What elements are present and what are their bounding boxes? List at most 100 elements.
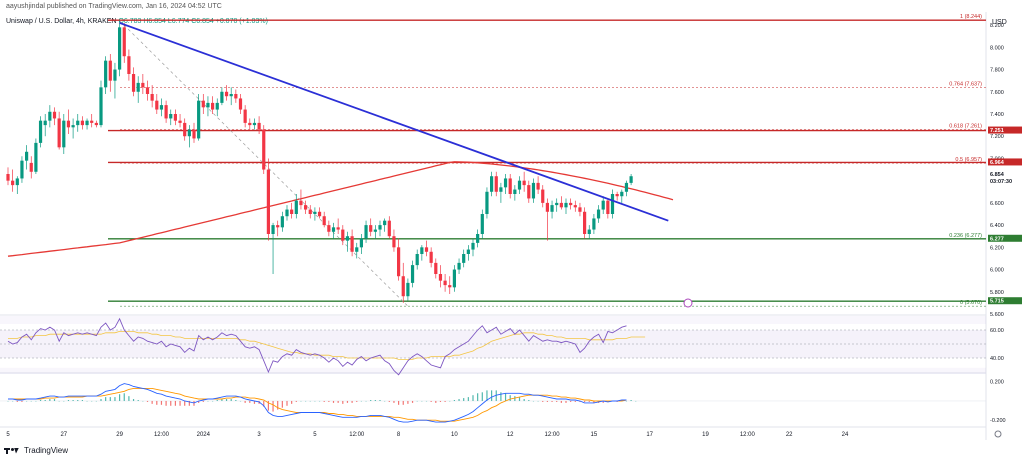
candle-body [620,191,624,197]
macd-histogram-bar [225,399,228,401]
time-tick-label: 10 [451,432,458,438]
candle [429,247,433,268]
candle-body [25,151,29,161]
candle [211,96,215,114]
symbol-line: Uniswap / U.S. Dollar, 4h, KRAKEN O6.783… [6,18,268,25]
macd-histogram-bar [16,400,18,402]
time-tick-label: 22 [786,432,793,438]
candle [266,158,270,241]
macd-histogram-bar [602,400,604,403]
price-label-text: 6.964 [990,160,1005,166]
candle [38,116,43,148]
candle-body [387,220,391,237]
candle-body [564,202,568,208]
time-tick-label: 12:00 [349,432,365,438]
candle-body [573,205,577,208]
symbol-title: Uniswap / U.S. Dollar, 4h, KRAKEN [6,18,117,25]
candle-body [583,211,587,234]
candle-body [220,91,224,103]
candle-body [527,185,531,199]
candle [620,189,624,203]
candle [410,260,415,288]
candle [197,94,201,141]
price-label-text: 6.854 [990,172,1005,178]
candle-body [536,182,540,190]
candle-body [187,129,191,137]
candle-body [29,162,33,172]
candle-body [201,100,205,108]
macd-histogram-bar [351,400,353,403]
candle-body [178,120,182,123]
candle [610,189,615,219]
macd-histogram-bar [402,400,404,405]
candle [364,220,368,243]
candle [443,274,447,292]
candle-body [555,202,559,206]
candle-body [559,202,563,208]
candle [420,245,424,261]
candle-body [48,111,52,121]
candle [108,54,112,92]
time-tick-label: 15 [591,432,598,438]
time-tick-label: 3 [257,432,261,438]
candle [178,114,182,128]
candle-body [615,194,619,197]
candle [243,105,247,128]
macd-histogram-bar [39,400,42,401]
rsi-tick-label: 40.00 [990,356,1004,362]
candle-body [127,56,131,74]
macd-tick-label: -0.200 [990,418,1006,424]
candle [187,125,191,148]
fib-level-label: 1 (8.244) [960,14,982,20]
macd-histogram-bar [593,400,595,403]
candle [248,118,252,130]
candle-body [243,109,247,123]
footer-brand[interactable]: TradingView [4,446,68,455]
macd-histogram-bar [253,400,256,404]
candle-body [113,69,117,81]
macd-histogram-bar [528,400,530,401]
macd-histogram-bar [374,400,376,401]
candle [43,114,47,137]
bearish-trend-line [119,22,669,222]
candle-body [550,205,554,212]
macd-histogram-bar [235,400,237,401]
macd-histogram-bar [184,400,186,406]
candle [406,278,410,301]
candle [503,174,508,194]
candle [99,80,103,128]
macd-histogram-bar [332,400,335,403]
macd-histogram-bar [100,399,102,401]
candle-body [601,200,605,210]
candle-body [197,100,201,139]
time-tick-label: 27 [60,432,67,438]
macd-histogram-bar [458,399,460,401]
candle [299,189,303,210]
macd-histogram-bar [518,397,521,401]
candle-body [15,178,19,186]
macd-histogram-bar [67,400,70,401]
macd-histogram-bar [346,400,349,403]
currency-label: USD [992,19,1007,26]
fib-level-label: 0.5 (6.957) [955,157,982,163]
candle-body [131,74,136,92]
candle-body [406,282,410,297]
macd-signal-line [8,387,627,422]
candle-body [313,211,317,214]
candle [401,262,405,303]
candle [206,96,210,117]
candle-body [494,176,498,192]
candle [257,116,261,134]
candle-body [401,276,405,297]
macd-pane: 0.200 -0.200 [0,380,1006,424]
candle [578,202,582,217]
candle-body [508,178,512,194]
candle-body [169,114,173,119]
candle [71,118,75,139]
candle-body [280,216,284,228]
candle-body [531,182,536,199]
macd-histogram-bar [472,395,474,401]
settings-gear-icon[interactable] [994,430,1002,438]
candle-body [34,142,38,172]
